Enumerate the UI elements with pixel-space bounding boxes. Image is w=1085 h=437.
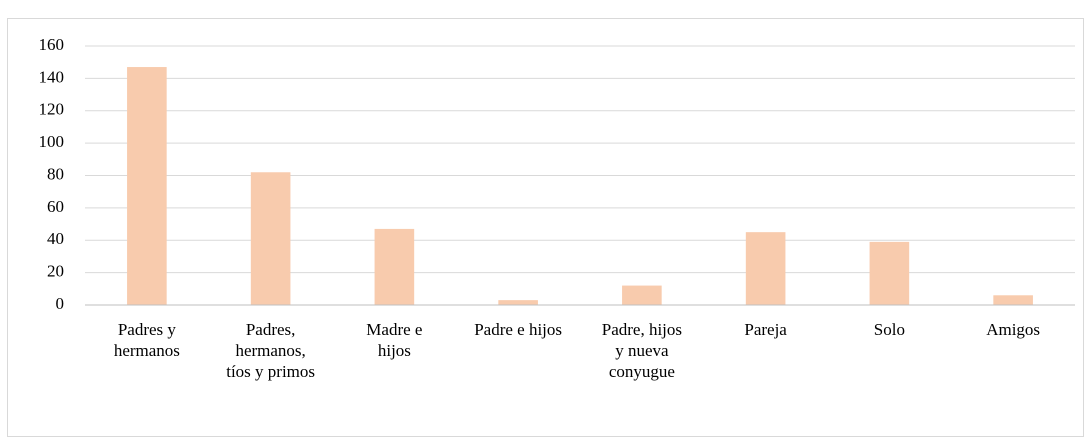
bar — [498, 300, 538, 305]
y-tick-label: 20 — [47, 262, 64, 281]
y-tick-label: 100 — [39, 132, 65, 151]
y-tick-label: 140 — [39, 67, 65, 86]
bar — [250, 172, 291, 305]
y-tick-label: 120 — [39, 100, 65, 119]
x-tick-label: Padres y hermanos — [113, 320, 180, 360]
x-tick-label: Padre e hijos — [474, 320, 563, 339]
bar — [993, 295, 1033, 305]
x-tick-label: Solo — [873, 320, 905, 339]
y-tick-label: 40 — [47, 229, 64, 248]
bar — [622, 285, 662, 305]
y-tick-label: 80 — [47, 164, 64, 183]
bar — [374, 228, 415, 305]
x-tick-label: Padres, hermanos, tíos y primos — [226, 320, 316, 381]
y-tick-label: 160 — [39, 35, 65, 54]
x-tick-label: Amigos — [986, 320, 1041, 339]
y-tick-label: 0 — [56, 294, 65, 313]
bar — [745, 232, 786, 305]
chart-border — [7, 18, 1084, 437]
bar — [127, 67, 167, 305]
y-tick-label: 60 — [47, 197, 64, 216]
bar — [869, 241, 910, 305]
x-tick-label: Madre e hijos — [366, 320, 423, 360]
x-tick-label: Pareja — [744, 320, 787, 339]
x-tick-label: Padre, hijos y nueva conyugue — [601, 320, 683, 381]
